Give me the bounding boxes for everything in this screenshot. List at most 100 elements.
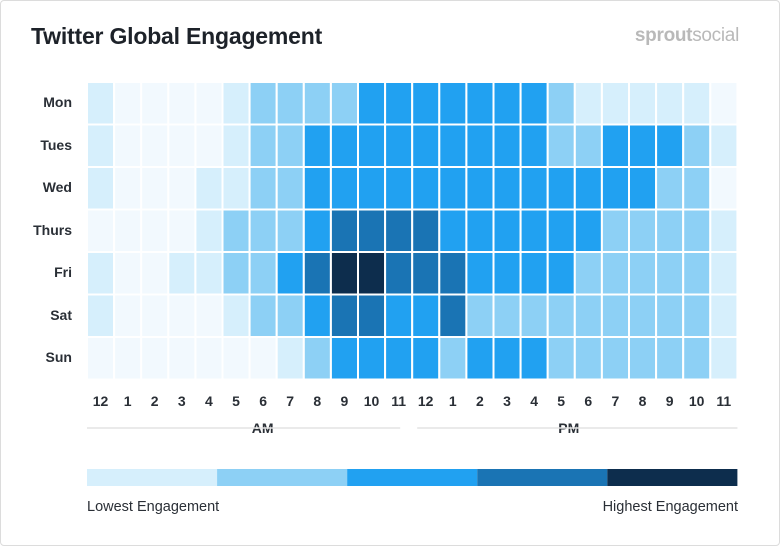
column-label-0: 12 (92, 393, 109, 409)
column-label-11: 11 (391, 393, 406, 409)
heatmap-cell-sun-13 (438, 336, 468, 381)
heatmap-cell-mon-14 (465, 81, 495, 126)
heatmap-cell-fri-10 (357, 251, 387, 296)
heatmap-cell-mon-8 (302, 81, 332, 126)
legend-swatch-level-2 (217, 469, 348, 486)
row-label-fri: Fri (54, 264, 72, 281)
heatmap-cell-sun-0 (86, 336, 116, 381)
heatmap-cell-thurs-21 (655, 208, 685, 253)
legend-swatch-level-4 (477, 469, 608, 486)
column-label-10: 10 (363, 393, 380, 409)
heatmap-cell-tues-13 (438, 123, 468, 168)
heatmap-cell-sun-16 (519, 336, 549, 381)
heatmap-cell-tues-6 (248, 123, 278, 168)
heatmap-cell-sun-2 (140, 336, 170, 381)
column-label-9: 9 (340, 393, 349, 409)
heatmap-cell-thurs-20 (628, 208, 658, 253)
heatmap-cell-thurs-13 (438, 208, 468, 253)
row-label-mon: Mon (43, 94, 72, 111)
heatmap-cell-sun-22 (682, 336, 712, 381)
heatmap-cell-wed-12 (411, 166, 441, 211)
heatmap-cell-tues-7 (275, 123, 305, 168)
heatmap-cell-thurs-7 (275, 208, 305, 253)
heatmap-cell-sun-19 (600, 336, 631, 381)
heatmap-cell-sun-21 (655, 336, 685, 381)
heatmap-cell-sat-14 (465, 293, 495, 338)
column-label-23: 11 (716, 393, 732, 409)
heatmap-cell-mon-20 (628, 81, 658, 126)
heatmap-cell-sat-4 (194, 293, 224, 338)
heatmap-cell-sat-3 (167, 293, 197, 338)
heatmap-cell-sun-12 (411, 336, 441, 381)
heatmap-cell-sat-17 (546, 293, 576, 338)
heatmap-cell-sun-20 (628, 336, 658, 381)
heatmap-cell-sun-10 (357, 336, 387, 381)
heatmap-cell-wed-7 (275, 166, 305, 211)
heatmap-cell-wed-20 (628, 166, 658, 211)
heatmap-cell-thurs-4 (194, 208, 224, 253)
heatmap-cell-sat-1 (113, 293, 143, 338)
heatmap-cell-mon-4 (194, 81, 224, 126)
heatmap-cell-mon-5 (221, 81, 251, 126)
column-label-8: 8 (313, 393, 322, 409)
legend-swatch-level-5 (607, 469, 738, 486)
heatmap-cell-thurs-15 (492, 208, 522, 253)
heatmap-cell-sun-3 (167, 336, 197, 381)
heatmap-cell-thurs-11 (384, 208, 414, 253)
heatmap-cell-thurs-9 (329, 208, 359, 253)
heatmap-cell-tues-16 (519, 123, 549, 168)
heatmap-cell-mon-21 (655, 81, 685, 126)
heatmap-cell-thurs-23 (709, 208, 739, 253)
heatmap-cell-sun-9 (329, 336, 359, 381)
heatmap-cell-thurs-2 (140, 208, 170, 253)
heatmap-cell-wed-19 (600, 166, 631, 211)
chart-title: Twitter Global Engagement (31, 23, 323, 49)
heatmap-cell-fri-2 (140, 251, 170, 296)
heatmap-cell-mon-3 (167, 81, 197, 126)
heatmap-cell-thurs-8 (302, 208, 332, 253)
heatmap-cell-fri-6 (248, 251, 278, 296)
heatmap-cell-mon-15 (492, 81, 522, 126)
heatmap-cell-sun-18 (573, 336, 603, 381)
heatmap-cell-sat-7 (275, 293, 305, 338)
row-label-thurs: Thurs (33, 221, 72, 238)
heatmap-cell-tues-8 (302, 123, 332, 168)
column-label-3: 3 (177, 393, 186, 409)
heatmap-cell-tues-10 (357, 123, 387, 168)
heatmap-cell-sat-11 (384, 293, 414, 338)
heatmap-cell-tues-21 (655, 123, 685, 168)
column-label-17: 5 (557, 393, 566, 409)
brand-logo-light: social (692, 25, 739, 46)
heatmap-cell-wed-14 (465, 166, 495, 211)
heatmap-cell-thurs-16 (519, 208, 549, 253)
heatmap-cell-sun-23 (709, 336, 739, 381)
heatmap-cell-wed-22 (682, 166, 712, 211)
column-label-12: 12 (417, 393, 434, 409)
heatmap-cell-wed-17 (546, 166, 576, 211)
heatmap-cell-wed-2 (140, 166, 170, 211)
heatmap-cell-wed-16 (519, 166, 549, 211)
heatmap-cell-thurs-14 (465, 208, 495, 253)
heatmap-cell-sat-15 (492, 293, 522, 338)
heatmap-cell-mon-10 (357, 81, 387, 126)
column-label-13: 1 (448, 393, 457, 409)
column-label-19: 7 (611, 393, 620, 409)
heatmap-cell-fri-4 (194, 251, 224, 296)
heatmap-cell-sun-15 (492, 336, 522, 381)
heatmap-cell-thurs-6 (248, 208, 278, 253)
heatmap-cell-tues-9 (329, 123, 359, 168)
heatmap-cell-mon-12 (411, 81, 441, 126)
brand-logo: sproutsocial (635, 25, 739, 47)
heatmap-cell-tues-14 (465, 123, 495, 168)
heatmap-cell-tues-2 (140, 123, 170, 168)
brand-logo-bold: sprout (634, 25, 693, 46)
heatmap-cell-tues-20 (628, 123, 658, 168)
heatmap-cell-sat-12 (411, 293, 441, 338)
heatmap-cell-fri-5 (221, 251, 251, 296)
heatmap-cell-wed-5 (221, 166, 251, 211)
heatmap-cell-mon-1 (113, 81, 143, 126)
heatmap-cell-fri-8 (302, 251, 332, 296)
heatmap-cell-mon-17 (546, 81, 576, 126)
column-label-1: 1 (123, 393, 132, 409)
